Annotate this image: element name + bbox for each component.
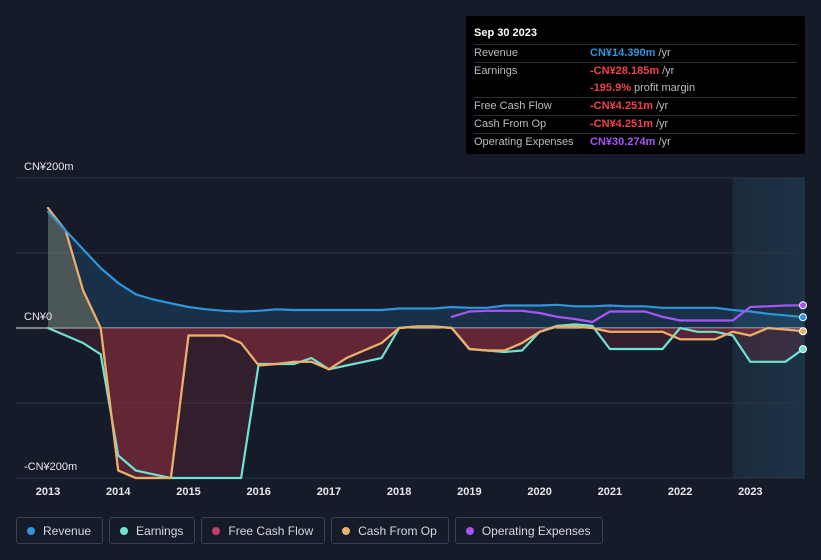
revenue-area [48, 211, 803, 328]
tooltip-row: Free Cash Flow -CN¥4.251m/yr [474, 97, 797, 115]
legend-label: Cash From Op [358, 523, 437, 538]
tooltip-row-label: Operating Expenses [474, 136, 574, 148]
legend-dot-icon [212, 526, 221, 535]
tooltip-row-value: -CN¥4.251m [590, 118, 653, 130]
x-axis-label: 2023 [738, 486, 762, 498]
y-axis-label: -CN¥200m [24, 461, 77, 473]
tooltip-row-label: Earnings [474, 65, 518, 77]
x-axis-label: 2020 [527, 486, 551, 498]
x-axis-label: 2019 [457, 486, 481, 498]
legend-dot-icon [120, 526, 129, 535]
free-cash-flow-negative-area [48, 328, 803, 478]
tooltip-row: Operating Expenses CN¥30.274m/yr [474, 133, 797, 151]
series-end-point [799, 345, 807, 354]
legend-dot-icon [27, 526, 35, 535]
legend-label: Earnings [136, 523, 184, 538]
data-tooltip: Sep 30 2023 Revenue CN¥14.390m/yr Earnings… [466, 16, 805, 154]
tooltip-row: Cash From Op -CN¥4.251m/yr [474, 115, 797, 133]
tooltip-row-value: CN¥14.390m [590, 47, 656, 59]
legend-label: Free Cash Flow [228, 523, 314, 538]
tooltip-row-label: Revenue [474, 47, 519, 59]
legend-label: Revenue [43, 523, 92, 538]
series-line-revenue [46, 210, 805, 319]
legend-item-free-cash-flow[interactable]: Free Cash Flow [201, 517, 326, 544]
series-end-point [799, 301, 807, 310]
tooltip-row: Revenue CN¥14.390m/yr [474, 44, 797, 62]
tooltip-row-value: -CN¥28.185m [590, 65, 660, 77]
tooltip-row-unit: profit margin [633, 82, 696, 94]
earnings-area [48, 328, 803, 478]
tooltip-row-value: -CN¥4.251m [590, 100, 653, 112]
tooltip-row: -195.9% profit margin [474, 80, 797, 97]
x-axis-label: 2016 [246, 486, 270, 498]
y-axis-label: CN¥0 [24, 311, 52, 323]
chart-legend: Revenue Earnings Free Cash Flow Cash From O… [16, 517, 603, 544]
tooltip-row-unit: /yr [655, 100, 669, 112]
series-end-point [799, 313, 807, 322]
x-axis-label: 2017 [317, 486, 341, 498]
tooltip-date: Sep 30 2023 [474, 27, 537, 39]
tooltip-row-unit: /yr [658, 47, 671, 59]
tooltip-row-label: Free Cash Flow [474, 100, 552, 112]
tooltip-row-unit: /yr [662, 65, 675, 77]
legend-dot-icon [465, 526, 474, 535]
x-axis-label: 2015 [176, 486, 200, 498]
series-end-point [799, 327, 807, 336]
series-line-cash-from-op [46, 206, 805, 480]
legend-label: Operating Expenses [481, 523, 591, 538]
legend-item-operating-expenses[interactable]: Operating Expenses [454, 517, 603, 544]
x-axis-label: 2022 [668, 486, 692, 498]
x-axis-label: 2013 [36, 486, 60, 498]
legend-item-cash-from-op[interactable]: Cash From Op [331, 517, 449, 544]
x-axis-label: 2018 [387, 486, 411, 498]
legend-dot-icon [342, 526, 351, 535]
tooltip-row-unit: /yr [655, 118, 669, 130]
legend-item-revenue[interactable]: Revenue [16, 517, 104, 544]
tooltip-row-value: -195.9% [590, 82, 631, 94]
series-line-operating-expenses [450, 304, 805, 324]
legend-item-earnings[interactable]: Earnings [109, 517, 196, 544]
tooltip-row-label [474, 80, 590, 97]
y-axis-label: CN¥200m [24, 161, 74, 173]
x-axis-label: 2021 [598, 486, 622, 498]
chart-area: CN¥200m CN¥0 -CN¥200m 2013 2014 2015 2016 2017 2… [16, 161, 807, 498]
tooltip-row: Earnings -CN¥28.185m/yr [474, 62, 797, 80]
x-axis-label: 2014 [106, 486, 131, 498]
tooltip-row-label: Cash From Op [474, 118, 547, 130]
tooltip-row-unit: /yr [658, 136, 671, 148]
tooltip-row-value: CN¥30.274m [590, 136, 656, 148]
